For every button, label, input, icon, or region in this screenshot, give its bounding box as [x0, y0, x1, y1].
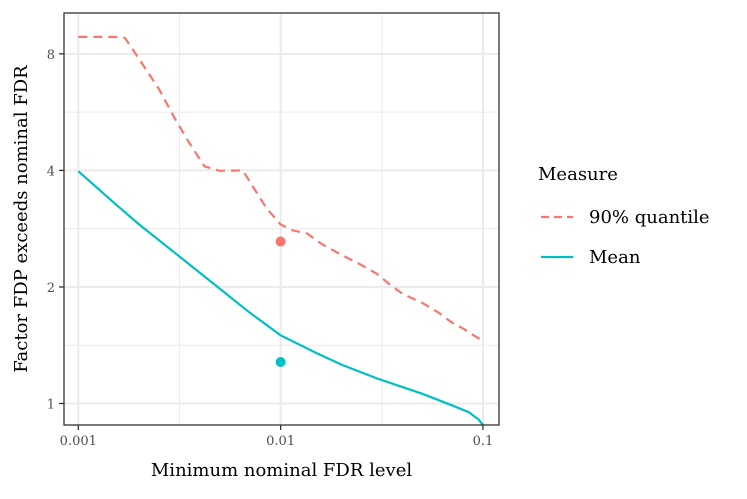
x-tick-label: 0.01	[266, 434, 295, 449]
legend-label-mean: Mean	[589, 247, 641, 268]
y-tick-label: 1	[47, 398, 55, 413]
y-tick-label: 8	[47, 48, 55, 63]
series-line-mean	[77, 170, 484, 426]
y-tick-label: 2	[47, 281, 55, 296]
legend-entries: 90% quantile Mean	[541, 207, 710, 268]
series-layer	[77, 35, 484, 426]
legend: Measure 90% quantile Mean	[538, 164, 710, 268]
y-tick-label: 4	[47, 164, 55, 179]
x-tick-label: 0.001	[60, 434, 97, 449]
data-point-mean	[275, 356, 286, 367]
legend-title: Measure	[538, 164, 618, 185]
legend-label-90-quantile: 90% quantile	[589, 207, 710, 228]
axis-layer: 0.001 0.01 0.1 1 2 4 8	[47, 48, 494, 449]
data-point-90-quantile	[275, 236, 286, 247]
panel-border	[63, 12, 500, 426]
points-layer	[275, 236, 286, 367]
x-tick-label: 0.1	[473, 434, 494, 449]
x-axis-title: Minimum nominal FDR level	[151, 460, 412, 481]
y-axis-title: Factor FDP exceeds nominal FDR	[11, 65, 32, 373]
series-line-90-quantile	[78, 35, 484, 342]
